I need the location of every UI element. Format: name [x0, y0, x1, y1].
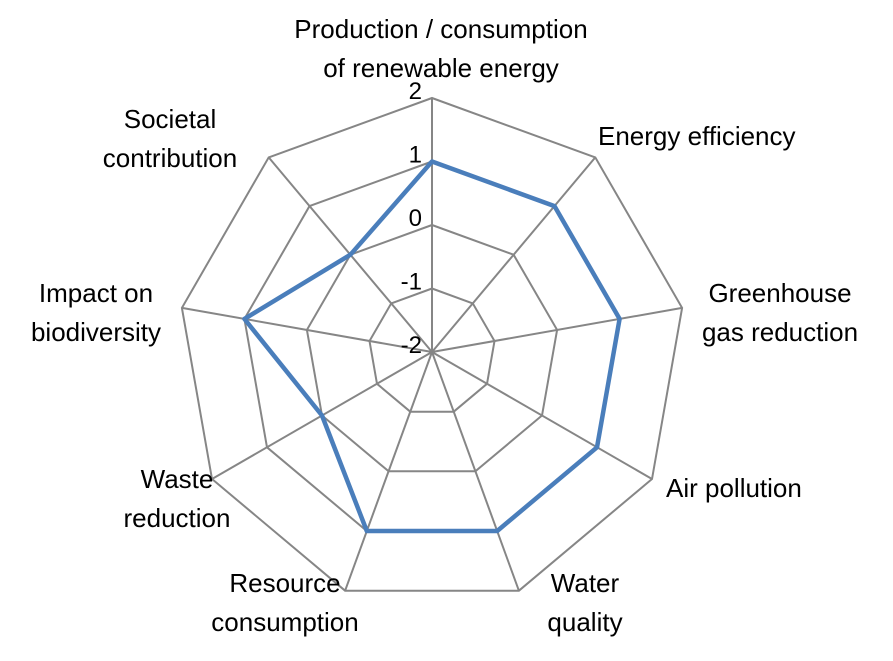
tick-labels: 2 1 0 -1 -2 [401, 78, 422, 359]
category-label-line: Greenhouse [708, 278, 851, 308]
category-label: Air pollution [666, 473, 802, 503]
category-label-line: Production / consumption [294, 14, 587, 44]
category-label-line: Resource [229, 568, 340, 598]
axis-spoke [431, 351, 520, 592]
category-label-line: gas reduction [702, 317, 858, 347]
category-label-line: biodiversity [31, 317, 161, 347]
category-label: Energy efficiency [598, 121, 796, 151]
category-label: Production / consumption of renewable ene… [294, 14, 587, 83]
grid [180, 96, 684, 592]
category-label: Resource consumption [211, 568, 358, 637]
tick-label: 1 [409, 142, 422, 169]
category-label: Impact on biodiversity [31, 278, 161, 347]
series-line [242, 159, 622, 534]
category-label-line: reduction [124, 503, 231, 533]
grid-ring-2 [180, 96, 684, 592]
axis-spoke [181, 306, 433, 353]
category-label-line: consumption [211, 607, 358, 637]
axis-spoke [344, 351, 433, 592]
category-label-line: Energy efficiency [598, 121, 796, 151]
category-label-line: Impact on [39, 278, 153, 308]
tick-label: 0 [409, 205, 422, 232]
category-label-line: quality [547, 607, 622, 637]
category-label: Societal contribution [103, 104, 237, 173]
axis-spoke [431, 156, 597, 353]
category-label-line: of renewable energy [323, 53, 559, 83]
category-label: Water quality [547, 568, 622, 637]
category-labels: Production / consumption of renewable ene… [31, 14, 858, 637]
category-label-line: Water [551, 568, 620, 598]
tick-label: -2 [401, 332, 422, 359]
tick-label: -1 [401, 269, 422, 296]
category-label-line: Societal [124, 104, 217, 134]
tick-label: 2 [409, 78, 422, 105]
category-label: Waste reduction [124, 464, 231, 533]
axis-spoke [431, 351, 653, 480]
category-label-line: Air pollution [666, 473, 802, 503]
grid-ring-0 [305, 223, 559, 473]
category-label-line: Waste [141, 464, 214, 494]
category-label-line: contribution [103, 143, 237, 173]
category-label: Greenhouse gas reduction [702, 278, 858, 347]
axis-spoke [431, 306, 683, 353]
grid-ring-neg1 [368, 287, 496, 413]
